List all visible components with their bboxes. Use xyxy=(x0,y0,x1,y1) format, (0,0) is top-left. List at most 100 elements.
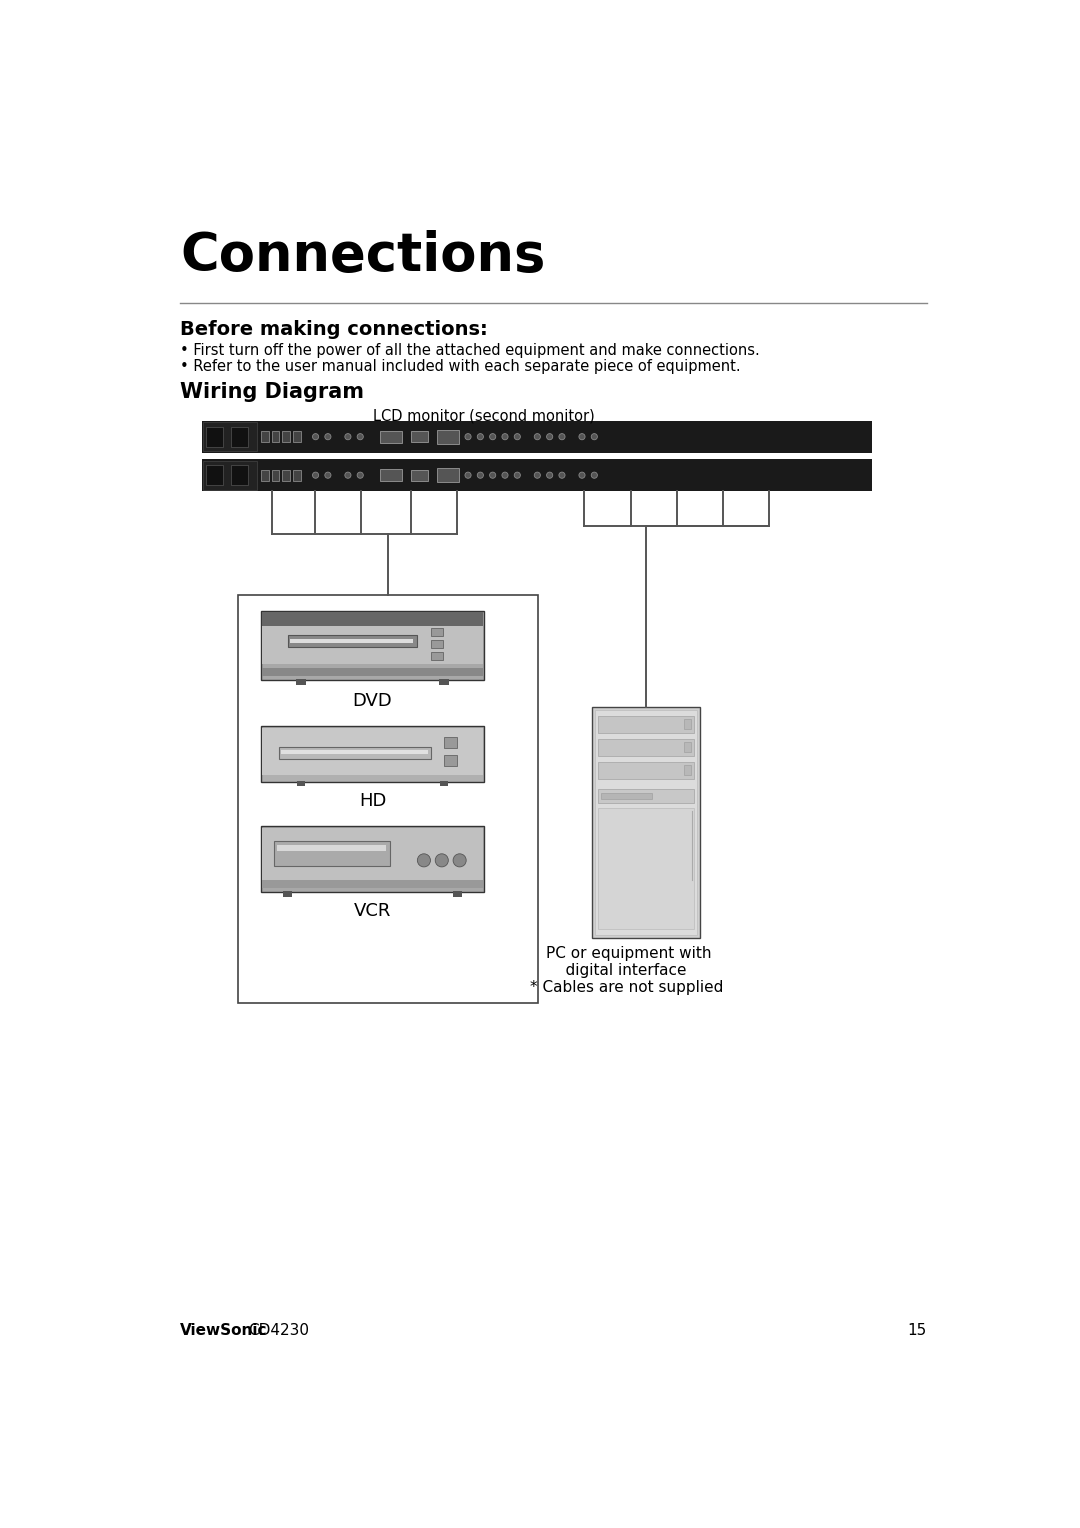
Bar xyxy=(272,469,280,481)
Text: • Refer to the user manual included with each separate piece of equipment.: • Refer to the user manual included with… xyxy=(180,359,741,374)
Text: ViewSonic: ViewSonic xyxy=(180,1323,268,1339)
Circle shape xyxy=(546,472,553,478)
Bar xyxy=(262,668,483,675)
Bar xyxy=(380,469,402,481)
Bar xyxy=(231,426,247,446)
Bar xyxy=(444,738,458,749)
Bar xyxy=(685,720,690,729)
Bar xyxy=(261,611,484,680)
Bar xyxy=(411,469,428,481)
Circle shape xyxy=(477,472,484,478)
Bar xyxy=(206,426,224,446)
Circle shape xyxy=(312,434,319,440)
Circle shape xyxy=(558,472,565,478)
Bar xyxy=(202,420,872,452)
Bar xyxy=(294,431,301,442)
Circle shape xyxy=(514,434,521,440)
Bar xyxy=(294,469,301,481)
Bar xyxy=(598,762,693,779)
Text: * Cables are not supplied: * Cables are not supplied xyxy=(530,981,724,995)
Bar xyxy=(598,790,693,804)
Circle shape xyxy=(477,434,484,440)
Circle shape xyxy=(489,472,496,478)
Circle shape xyxy=(312,472,319,478)
Bar xyxy=(437,429,459,443)
Bar xyxy=(261,726,484,782)
Circle shape xyxy=(345,472,351,478)
Bar xyxy=(262,626,483,665)
Bar xyxy=(685,766,690,775)
Bar xyxy=(685,743,690,752)
Bar xyxy=(274,840,390,865)
Bar xyxy=(602,793,652,799)
Bar xyxy=(297,680,306,686)
Bar xyxy=(276,845,386,851)
Circle shape xyxy=(454,854,467,866)
Bar xyxy=(444,755,458,766)
Bar xyxy=(283,469,291,481)
Circle shape xyxy=(465,434,471,440)
Text: VCR: VCR xyxy=(354,902,391,920)
Bar xyxy=(281,750,429,753)
Circle shape xyxy=(591,434,597,440)
Circle shape xyxy=(489,434,496,440)
Bar xyxy=(203,422,257,451)
Circle shape xyxy=(417,854,431,866)
Circle shape xyxy=(591,472,597,478)
Bar xyxy=(279,747,431,759)
Circle shape xyxy=(558,434,565,440)
Bar xyxy=(431,651,443,660)
Text: DVD: DVD xyxy=(353,692,392,709)
Bar xyxy=(592,707,700,938)
Circle shape xyxy=(546,434,553,440)
Circle shape xyxy=(325,472,330,478)
Text: LCD monitor (second monitor): LCD monitor (second monitor) xyxy=(374,408,595,423)
Bar xyxy=(598,740,693,756)
Bar xyxy=(283,431,291,442)
Text: CD4230: CD4230 xyxy=(247,1323,309,1339)
Bar xyxy=(431,640,443,648)
Circle shape xyxy=(465,472,471,478)
Bar xyxy=(453,891,462,897)
Bar xyxy=(262,727,483,775)
Bar xyxy=(598,717,693,733)
Text: • First turn off the power of all the attached equipment and make connections.: • First turn off the power of all the at… xyxy=(180,342,760,358)
Bar xyxy=(283,891,293,897)
Circle shape xyxy=(579,472,585,478)
Circle shape xyxy=(357,472,363,478)
Circle shape xyxy=(435,854,448,866)
Circle shape xyxy=(325,434,330,440)
Bar xyxy=(203,460,257,490)
Bar xyxy=(272,431,280,442)
Text: Wiring Diagram: Wiring Diagram xyxy=(180,382,364,402)
Text: HD: HD xyxy=(359,792,387,810)
Bar xyxy=(595,711,697,935)
Text: Connections: Connections xyxy=(180,229,545,281)
Text: PC or equipment with
    digital interface: PC or equipment with digital interface xyxy=(545,946,712,978)
Circle shape xyxy=(357,434,363,440)
Bar xyxy=(437,468,459,483)
Bar xyxy=(380,431,402,443)
Bar xyxy=(262,828,483,883)
Bar xyxy=(289,639,413,643)
Bar xyxy=(202,458,872,492)
Circle shape xyxy=(514,472,521,478)
Bar xyxy=(206,465,224,486)
Bar xyxy=(287,636,417,648)
Bar xyxy=(431,628,443,636)
Bar xyxy=(441,781,448,787)
Circle shape xyxy=(502,472,508,478)
Bar xyxy=(297,781,305,787)
Circle shape xyxy=(535,434,540,440)
Bar xyxy=(598,808,693,929)
Bar xyxy=(411,431,428,442)
Circle shape xyxy=(579,434,585,440)
Bar xyxy=(261,827,484,892)
Text: 15: 15 xyxy=(907,1323,927,1339)
Text: Before making connections:: Before making connections: xyxy=(180,321,488,339)
Bar xyxy=(231,465,247,486)
Bar xyxy=(261,469,269,481)
Bar xyxy=(262,613,483,628)
Bar xyxy=(440,680,448,686)
Circle shape xyxy=(535,472,540,478)
